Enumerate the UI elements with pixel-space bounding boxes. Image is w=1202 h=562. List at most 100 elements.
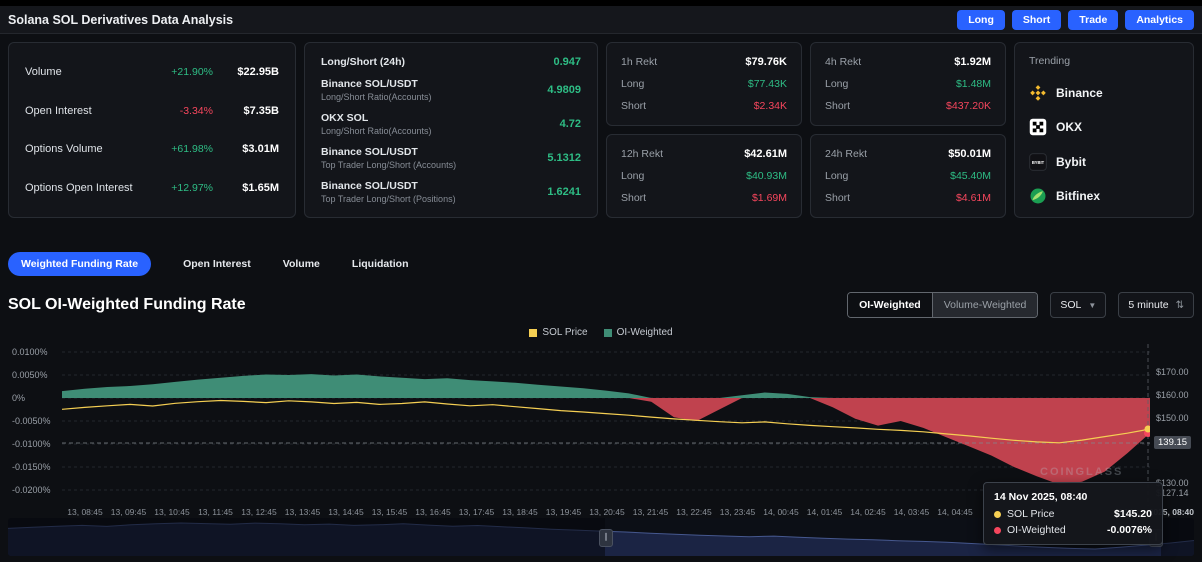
- long-button[interactable]: Long: [957, 9, 1005, 30]
- trending-item-binance[interactable]: Binance: [1029, 84, 1179, 102]
- ratio-row: OKX SOL Long/Short Ratio(Accounts) 4.72: [321, 112, 581, 136]
- legend-label: SOL Price: [542, 327, 588, 338]
- short-button[interactable]: Short: [1011, 9, 1062, 30]
- analytics-button[interactable]: Analytics: [1125, 9, 1194, 30]
- axis-tick-label: -0.0150%: [12, 462, 51, 472]
- axis-tick-label: 13, 23:45: [719, 507, 756, 517]
- chart-header: SOL OI-Weighted Funding Rate OI-Weighted…: [8, 290, 1194, 320]
- browser-top-strip: [0, 0, 1202, 6]
- axis-tick-label: 13, 16:45: [415, 507, 451, 517]
- rekt-long-value: $45.40M: [950, 170, 991, 182]
- axis-tick-label: 13, 20:45: [589, 507, 625, 517]
- stat-change: +12.97%: [171, 181, 213, 194]
- axis-tick-label: $170.00: [1156, 367, 1189, 377]
- legend-sol-price[interactable]: SOL Price: [529, 327, 588, 338]
- axis-tick-label: 13, 21:45: [632, 507, 669, 517]
- rekt-title: 12h Rekt: [621, 148, 664, 160]
- rekt-total: $42.61M: [744, 148, 787, 160]
- navigator-dim-right: [1161, 518, 1194, 556]
- rekt-total: $50.01M: [948, 148, 991, 160]
- segment-oi-weighted[interactable]: OI-Weighted: [848, 293, 932, 317]
- tab-weighted-funding-rate[interactable]: Weighted Funding Rate: [8, 252, 152, 276]
- axis-tick-label: 13, 12:45: [241, 507, 277, 517]
- segment-volume-weighted[interactable]: Volume-Weighted: [931, 293, 1038, 317]
- axis-tick-label: 13, 17:45: [458, 507, 495, 517]
- tab-volume[interactable]: Volume: [282, 258, 320, 270]
- tab-open-interest[interactable]: Open Interest: [183, 258, 251, 270]
- axis-tick-label: 13, 09:45: [110, 507, 147, 517]
- funding-rate-chart[interactable]: [62, 344, 1150, 506]
- axis-tick-label: 13, 22:45: [676, 507, 712, 517]
- axis-tick-label: 13, 13:45: [284, 507, 321, 517]
- legend-label: OI-Weighted: [616, 327, 673, 338]
- axis-tick-label: 14, 02:45: [850, 507, 886, 517]
- rekt-title: 4h Rekt: [825, 56, 862, 68]
- axis-tick-label: -0.0100%: [12, 439, 51, 449]
- rekt-long-value: $77.43K: [747, 78, 787, 90]
- tab-liquidation[interactable]: Liquidation: [351, 258, 409, 270]
- ratio-label: Binance SOL/USDT: [321, 180, 418, 192]
- rekt-long-value: $1.48M: [955, 78, 991, 90]
- stat-value: $1.65M: [242, 181, 279, 194]
- interval-select[interactable]: 5 minute ⇅: [1118, 292, 1194, 318]
- axis-tick-label: -0.0200%: [12, 485, 51, 495]
- trending-item-bybit[interactable]: BYBIT Bybit: [1029, 152, 1179, 171]
- axis-tick-label: $150.00: [1156, 413, 1189, 423]
- ratio-value: 4.72: [559, 118, 581, 130]
- symbol-select[interactable]: SOL ▼: [1050, 292, 1107, 318]
- axis-tick-label: -0.0050%: [12, 416, 51, 426]
- trending-label: Bitfinex: [1056, 189, 1101, 203]
- tooltip-value: $145.20: [1114, 508, 1152, 520]
- chart-tabs: Weighted Funding Rate Open Interest Volu…: [8, 252, 408, 276]
- rekt-long-label: Long: [825, 170, 849, 182]
- legend-oi-weighted[interactable]: OI-Weighted: [603, 327, 673, 338]
- trending-item-okx[interactable]: OKX: [1029, 118, 1179, 136]
- trending-item-bitfinex[interactable]: Bitfinex: [1029, 187, 1179, 205]
- stat-label: Options Open Interest: [25, 181, 133, 194]
- long-short-ratio-card: Long/Short (24h) 0.947 Binance SOL/USDT …: [304, 42, 598, 218]
- trending-label: OKX: [1056, 120, 1083, 134]
- weighting-toggle: OI-Weighted Volume-Weighted: [847, 292, 1039, 318]
- rekt-long-label: Long: [621, 170, 645, 182]
- stat-row-volume: Volume +21.90% $22.95B: [25, 66, 279, 78]
- ratio-value: 0.947: [553, 56, 581, 68]
- ratio-value: 1.6241: [547, 186, 581, 198]
- ratio-row: Binance SOL/USDT Long/Short Ratio(Accoun…: [321, 78, 581, 102]
- navigator-handle-left[interactable]: ∥: [599, 529, 613, 547]
- tooltip-label: SOL Price: [1007, 508, 1055, 520]
- navigator-dim-left: [8, 518, 605, 556]
- rekt-card-1h: 1h Rekt $79.76K Long $77.43K Short $2.34K: [606, 42, 802, 126]
- rekt-short-label: Short: [825, 100, 851, 112]
- ratio-label: Binance SOL/USDT: [321, 146, 418, 158]
- tooltip-value: -0.0076%: [1107, 524, 1152, 536]
- ratio-value: 5.1312: [547, 152, 581, 164]
- ratio-sublabel: Long/Short Ratio(Accounts): [321, 92, 432, 102]
- axis-tick-label: 0%: [12, 393, 26, 403]
- trade-button[interactable]: Trade: [1068, 9, 1119, 30]
- axis-tick-label: 13, 18:45: [502, 507, 538, 517]
- trending-label: Binance: [1056, 85, 1103, 100]
- ratio-label: Binance SOL/USDT: [321, 78, 418, 90]
- ratio-row: Binance SOL/USDT Top Trader Long/Short (…: [321, 146, 581, 170]
- current-price-badge: 139.15: [1154, 435, 1192, 449]
- sol-price-dot-icon: [994, 510, 1001, 518]
- binance-icon: [1029, 84, 1047, 102]
- stat-label: Open Interest: [25, 104, 92, 117]
- stat-label: Volume: [25, 66, 62, 79]
- page-title: Solana SOL Derivatives Data Analysis: [8, 12, 234, 27]
- tooltip-row-sol-price: SOL Price $145.20: [994, 508, 1152, 520]
- tooltip-title: 14 Nov 2025, 08:40: [994, 491, 1088, 503]
- axis-tick-label: $160.00: [1156, 390, 1189, 400]
- ratio-label: Long/Short (24h): [321, 56, 405, 68]
- chart-title: SOL OI-Weighted Funding Rate: [8, 296, 246, 313]
- stat-row-options-open-interest: Options Open Interest +12.97% $1.65M: [25, 182, 279, 194]
- axis-tick-label: $130.00: [1156, 478, 1189, 488]
- ratio-row: Long/Short (24h) 0.947: [321, 56, 581, 68]
- trending-title: Trending: [1029, 55, 1071, 67]
- trending-card: Trending Binance OKX BYBIT Bybit Bitfine…: [1014, 42, 1194, 218]
- header-actions: Long Short Trade Analytics: [957, 9, 1194, 30]
- axis-tick-label: 13, 15:45: [371, 507, 408, 517]
- stat-change: +21.90%: [171, 66, 213, 79]
